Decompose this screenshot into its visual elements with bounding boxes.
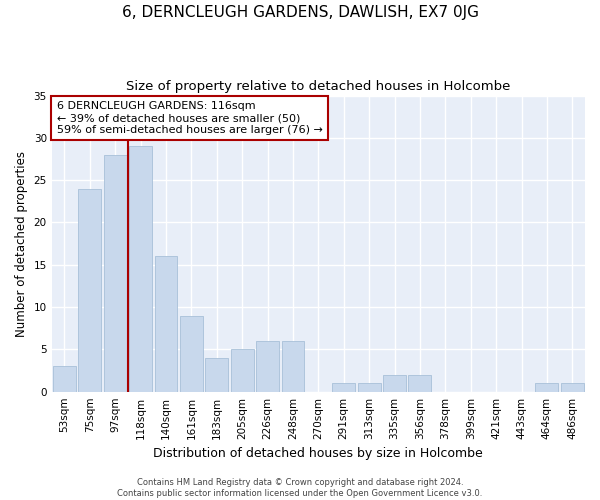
Bar [231, 350, 254, 392]
Bar [79, 188, 101, 392]
Bar [332, 383, 355, 392]
Bar [383, 375, 406, 392]
Bar [180, 316, 203, 392]
Text: 6 DERNCLEUGH GARDENS: 116sqm
← 39% of detached houses are smaller (50)
59% of se: 6 DERNCLEUGH GARDENS: 116sqm ← 39% of de… [57, 102, 323, 134]
Bar [409, 375, 431, 392]
Bar [358, 383, 380, 392]
Text: 6, DERNCLEUGH GARDENS, DAWLISH, EX7 0JG: 6, DERNCLEUGH GARDENS, DAWLISH, EX7 0JG [121, 5, 479, 20]
Bar [561, 383, 584, 392]
Bar [281, 341, 304, 392]
Bar [53, 366, 76, 392]
Bar [155, 256, 178, 392]
X-axis label: Distribution of detached houses by size in Holcombe: Distribution of detached houses by size … [154, 447, 483, 460]
Y-axis label: Number of detached properties: Number of detached properties [15, 150, 28, 336]
Bar [129, 146, 152, 392]
Bar [535, 383, 559, 392]
Text: Contains HM Land Registry data © Crown copyright and database right 2024.
Contai: Contains HM Land Registry data © Crown c… [118, 478, 482, 498]
Bar [104, 155, 127, 392]
Title: Size of property relative to detached houses in Holcombe: Size of property relative to detached ho… [126, 80, 511, 93]
Bar [205, 358, 228, 392]
Bar [256, 341, 279, 392]
